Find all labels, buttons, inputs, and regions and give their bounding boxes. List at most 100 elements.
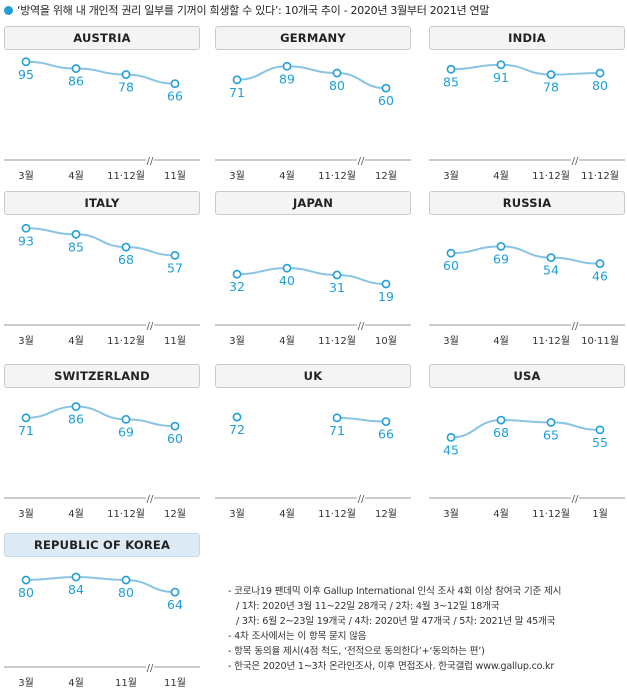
footnote: - 항목 동의율 제시(4점 척도, ‘전적으로 동의한다’+‘동의하는 편’)	[228, 646, 485, 657]
country-label: ITALY	[4, 191, 200, 215]
data-label: 32	[229, 279, 245, 294]
x-tick-label: 3월	[18, 508, 34, 520]
axis-break-mark: //	[358, 156, 365, 167]
series-line	[25, 576, 176, 594]
data-label: 80	[18, 585, 34, 600]
x-tick-label: 4월	[493, 170, 509, 182]
x-tick-label: 3월	[18, 170, 34, 182]
data-point	[332, 413, 342, 423]
country-label: INDIA	[429, 26, 625, 50]
data-label: 55	[592, 435, 608, 450]
data-point	[282, 61, 292, 71]
x-tick-label: 4월	[279, 170, 295, 182]
axis-break-mark: //	[572, 494, 579, 505]
x-tick-label: 1월	[592, 508, 608, 520]
data-point	[170, 587, 180, 597]
data-point	[595, 259, 605, 269]
country-label: SWITZERLAND	[4, 364, 200, 388]
data-label: 78	[118, 80, 134, 95]
data-label: 89	[279, 71, 295, 86]
data-label: 69	[493, 251, 509, 266]
series-line	[336, 416, 387, 423]
axis-break-mark: //	[147, 321, 154, 332]
x-tick-label: 3월	[18, 677, 34, 689]
x-tick-label: 3월	[229, 335, 245, 347]
data-label: 80	[118, 585, 134, 600]
country-label: USA	[429, 364, 625, 388]
data-label: 60	[443, 258, 459, 273]
data-label: 40	[279, 273, 295, 288]
data-label: 95	[18, 67, 34, 82]
x-tick-label: 3월	[443, 335, 459, 347]
data-label: 19	[378, 289, 394, 304]
data-label: 46	[592, 269, 608, 284]
data-point	[496, 60, 506, 70]
data-point	[282, 263, 292, 273]
x-tick-label: 11·12월	[532, 170, 570, 182]
axis-break-mark: //	[358, 494, 365, 505]
x-tick-label: 4월	[68, 335, 84, 347]
data-point	[21, 57, 31, 67]
country-panel: RUSSIA//606954463월4월11·12월10·11월2020년202…	[429, 191, 625, 351]
data-point	[121, 242, 131, 252]
country-label: REPUBLIC OF KOREA	[4, 533, 200, 557]
data-label: 93	[18, 233, 34, 248]
data-label: 84	[68, 582, 84, 597]
series-line	[25, 405, 176, 428]
x-tick-label: 11·12월	[107, 508, 145, 520]
x-tick-label: 3월	[18, 335, 34, 347]
data-point	[71, 402, 81, 411]
x-tick-label: 3월	[229, 508, 245, 520]
data-label: 86	[68, 74, 84, 89]
data-point	[71, 64, 81, 73]
x-tick-label: 4월	[68, 508, 84, 520]
x-tick-label: 3월	[443, 170, 459, 182]
x-tick-label: 11·12월	[318, 170, 356, 182]
data-point	[546, 417, 556, 427]
data-point	[381, 279, 391, 289]
x-tick-label: 10월	[375, 335, 397, 347]
x-tick-label: 11월	[164, 677, 186, 689]
chart-header: ‘방역을 위해 내 개인적 권리 일부를 기꺼이 희생할 수 있다’: 10개국…	[4, 2, 489, 18]
country-panel: REPUBLIC OF KOREA//808480643월4월11월11월202…	[4, 533, 200, 693]
x-tick-label: 11·12월	[107, 170, 145, 182]
data-point	[332, 68, 342, 78]
series-line	[450, 245, 601, 265]
axis-break-mark: //	[147, 494, 154, 505]
data-label: 64	[167, 597, 183, 612]
footnote: / 1차: 2020년 3월 11~22일 28개국 / 2차: 4월 3~12…	[236, 601, 500, 612]
chart-title: ‘방역을 위해 내 개인적 권리 일부를 기꺼이 희생할 수 있다’: 10개국…	[17, 4, 490, 17]
x-tick-label: 4월	[68, 677, 84, 689]
axis-break-mark: //	[147, 663, 154, 674]
axis-break-mark: //	[572, 156, 579, 167]
x-tick-label: 11월	[164, 335, 186, 347]
data-point	[595, 425, 605, 435]
country-label: GERMANY	[215, 26, 411, 50]
axis-break-mark: //	[358, 321, 365, 332]
x-tick-label: 11월	[115, 677, 137, 689]
x-tick-label: 11월	[164, 170, 186, 182]
data-point	[170, 79, 180, 88]
x-tick-label: 3월	[443, 508, 459, 520]
data-label: 60	[167, 431, 183, 446]
data-label: 91	[493, 70, 509, 85]
data-label: 66	[378, 427, 394, 442]
x-tick-label: 4월	[279, 508, 295, 520]
data-point	[170, 250, 180, 260]
series-line	[236, 65, 387, 90]
data-label: 80	[592, 78, 608, 93]
bullet-dot-icon	[4, 5, 13, 15]
axis-break-mark: //	[572, 321, 579, 332]
data-point	[446, 433, 456, 442]
